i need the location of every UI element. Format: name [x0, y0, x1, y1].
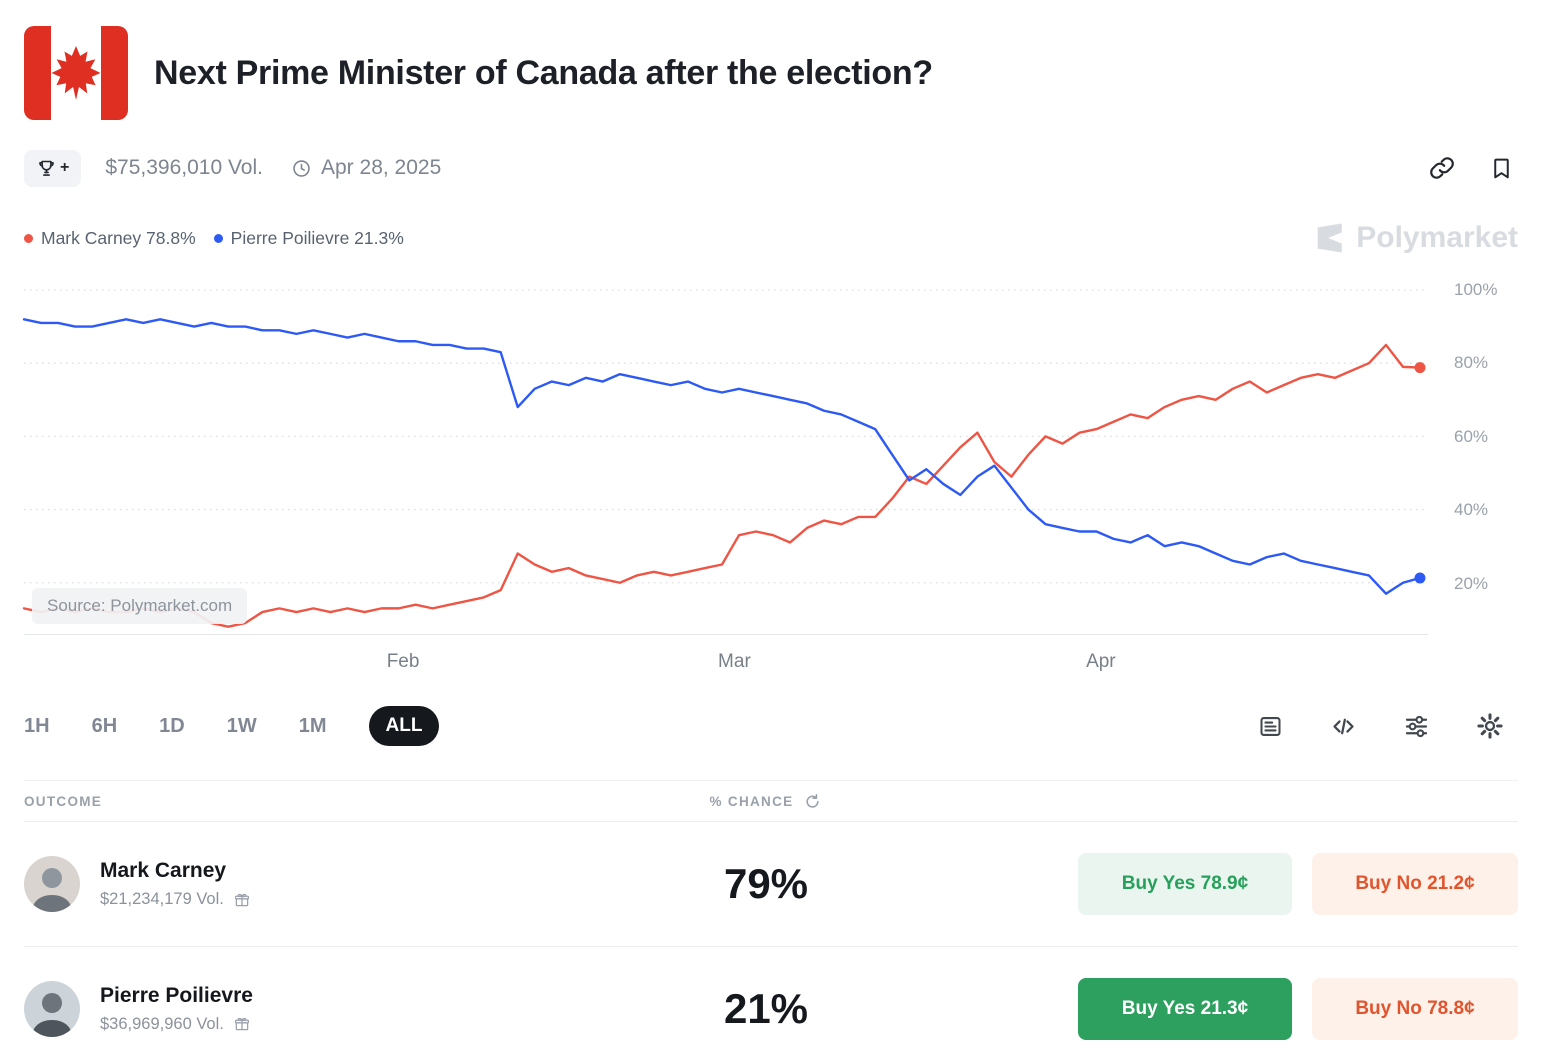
x-axis-label: Mar	[718, 651, 751, 672]
outcome-identity: Mark Carney $21,234,179 Vol.	[100, 859, 251, 909]
legend-label: Mark Carney 78.8%	[41, 227, 196, 248]
mark-carney-avatar	[24, 856, 80, 912]
bookmark-button[interactable]	[1489, 156, 1514, 181]
bookmark-icon	[1494, 158, 1509, 178]
polymarket-wordmark: Polymarket	[1356, 221, 1518, 254]
chance-value: 21%	[723, 984, 809, 1032]
market-title: Next Prime Minister of Canada after the …	[154, 53, 933, 92]
canada-flag-icon	[24, 26, 128, 120]
market-meta-row: + $75,396,010 Vol. Apr 28, 2025	[24, 146, 1518, 190]
news-icon	[1260, 716, 1281, 736]
refresh-button[interactable]	[803, 792, 822, 811]
sliders-icon	[1405, 715, 1428, 737]
trade-buttons: Buy Yes 78.9¢ Buy No 21.2¢	[1078, 853, 1518, 915]
polymarket-watermark: Polymarket	[1312, 221, 1518, 255]
embed-code-button[interactable]	[1330, 713, 1357, 740]
outcome-identity: Pierre Poilievre $36,969,960 Vol.	[100, 984, 253, 1034]
outcomes-table: OUTCOME % CHANCE	[0, 780, 1542, 1064]
x-axis-label: Apr	[1086, 651, 1116, 672]
gear-icon	[1477, 713, 1503, 739]
polymarket-logo-icon	[1317, 223, 1342, 253]
chart-lines	[22, 289, 1428, 628]
price-history-chart[interactable]: Source: Polymarket.com 100% 80% 60% 40% 20% …	[22, 280, 1518, 686]
trophy-icon	[36, 158, 57, 179]
y-axis-label: 20%	[1454, 573, 1489, 593]
outcome-volume: $36,969,960 Vol.	[100, 1014, 224, 1033]
y-axis: 100% 80% 60% 40% 20%	[1438, 280, 1518, 635]
end-date: Apr 28, 2025	[291, 156, 441, 180]
poilievre-series-dot	[213, 233, 223, 243]
chance-column-header: % CHANCE	[686, 792, 846, 811]
trade-buttons: Buy Yes 21.3¢ Buy No 78.8¢	[1078, 977, 1518, 1040]
time-range-selector: 1H 6H 1D 1W 1M ALL	[24, 706, 440, 746]
trophy-plus-label: +	[60, 159, 70, 176]
gift-icon[interactable]	[233, 1015, 251, 1033]
buy-yes-button-poilievre[interactable]: Buy Yes 21.3¢	[1078, 977, 1292, 1040]
outcome-name: Pierre Poilievre	[100, 983, 253, 1007]
range-1m-button[interactable]: 1M	[298, 714, 327, 737]
chart-legend: Mark Carney 78.8% Pierre Poilievre 21.3%…	[24, 220, 1518, 256]
range-1d-button[interactable]: 1D	[159, 714, 185, 737]
chance-value: 79%	[723, 860, 809, 907]
x-axis: Feb Mar Apr	[24, 642, 1428, 682]
buy-no-button-carney[interactable]: Buy No 21.2¢	[1312, 853, 1518, 915]
y-axis-label: 40%	[1454, 500, 1489, 520]
source-badge: Source: Polymarket.com	[32, 588, 248, 624]
y-axis-label: 80%	[1454, 353, 1489, 373]
end-date-label: Apr 28, 2025	[321, 156, 442, 179]
table-header: OUTCOME % CHANCE	[24, 780, 1518, 822]
carney-series-dot	[24, 233, 33, 243]
x-axis-label: Feb	[386, 651, 420, 672]
settings-button[interactable]	[1476, 712, 1504, 740]
y-axis-label: 100%	[1454, 280, 1498, 299]
range-1w-button[interactable]: 1W	[226, 714, 257, 737]
y-axis-label: 60%	[1454, 426, 1489, 446]
pierre-poilievre-avatar	[24, 980, 80, 1037]
volume-label: $75,396,010 Vol.	[105, 156, 263, 179]
range-1h-button[interactable]: 1H	[24, 714, 50, 737]
link-icon	[1430, 157, 1454, 179]
legend-item-pierre-poilievre[interactable]: Pierre Poilievre 21.3%	[213, 227, 404, 249]
chart-plot-area[interactable]: Source: Polymarket.com	[22, 289, 1428, 635]
outcome-row-mark-carney[interactable]: Mark Carney $21,234,179 Vol. 79% Buy	[24, 822, 1518, 946]
buy-no-button-poilievre[interactable]: Buy No 78.8¢	[1312, 977, 1518, 1040]
outcome-name: Mark Carney	[100, 859, 227, 882]
outcome-row-pierre-poilievre[interactable]: Pierre Poilievre $36,969,960 Vol. 21%	[24, 946, 1518, 1064]
market-header: Next Prime Minister of Canada after the …	[0, 0, 1542, 120]
copy-link-button[interactable]	[1429, 155, 1455, 181]
range-all-button[interactable]: ALL	[368, 706, 440, 746]
chart-toolbar	[1257, 712, 1518, 740]
market-actions	[1429, 155, 1518, 181]
legend-label: Pierre Poilievre 21.3%	[230, 227, 404, 248]
gift-icon[interactable]	[233, 891, 251, 909]
code-icon	[1333, 718, 1354, 734]
legend-item-mark-carney[interactable]: Mark Carney 78.8%	[24, 228, 196, 249]
chart-controls: 1H 6H 1D 1W 1M ALL	[24, 702, 1518, 750]
buy-yes-button-carney[interactable]: Buy Yes 78.9¢	[1078, 853, 1292, 915]
clock-icon	[291, 158, 312, 179]
refresh-icon	[806, 793, 820, 808]
chart-options-button[interactable]	[1403, 713, 1430, 740]
outcome-column-header: OUTCOME	[24, 793, 103, 809]
news-button[interactable]	[1257, 713, 1284, 740]
range-6h-button[interactable]: 6H	[91, 714, 118, 737]
leaderboard-button[interactable]: +	[24, 149, 82, 187]
outcome-volume: $21,234,179 Vol.	[100, 890, 224, 908]
